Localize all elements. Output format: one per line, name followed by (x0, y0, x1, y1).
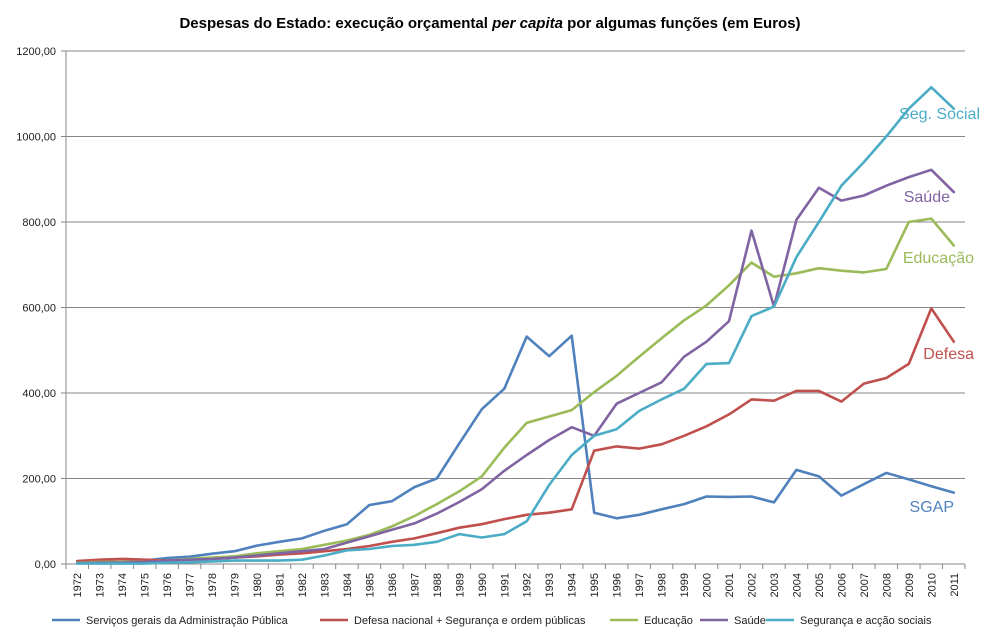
x-tick-label: 1986 (387, 573, 399, 597)
legend-label: Educação (644, 615, 693, 627)
series-end-label: Educação (903, 250, 974, 267)
x-tick-label: 1988 (432, 573, 444, 597)
x-tick-label: 1978 (207, 573, 219, 597)
x-tick-label: 1999 (679, 573, 691, 597)
series-line (75, 217, 956, 565)
x-tick-label: 2006 (836, 573, 848, 597)
chart-title-part: por algumas funções (em Euros) (563, 15, 801, 32)
legend-label: Defesa nacional + Segurança e ordem públ… (354, 615, 586, 627)
y-tick-label: 400,00 (22, 388, 56, 400)
series-lines (75, 86, 956, 565)
series-line (75, 86, 956, 565)
chart-title: Despesas do Estado: execução orçamental … (179, 15, 800, 32)
x-tick-label: 1990 (477, 573, 489, 597)
x-tick-label: 1993 (544, 573, 556, 597)
axes (61, 50, 966, 569)
x-tick-label: 2007 (859, 573, 871, 597)
legend-label: Saúde (734, 615, 766, 627)
legend: Serviços gerais da Administração Pública… (52, 615, 932, 627)
x-tick-label: 1995 (589, 573, 601, 597)
series-line (75, 168, 956, 565)
series-end-label: SGAP (910, 499, 954, 516)
x-tick-label: 1991 (499, 573, 511, 597)
x-tick-label: 1984 (342, 573, 354, 597)
x-tick-labels: 1972 1973 1974 1975 1976 1977 1978 1979 1980 1981… (72, 573, 961, 597)
series-end-label: Seg. Social (899, 106, 980, 123)
x-tick-label: 2003 (769, 573, 781, 597)
y-tick-labels: 0,00 200,00 400,00 600,00 800,00 1000,00 1200,… (16, 46, 56, 571)
series-end-labels: SGAP Defesa Educação Saúde Seg. Social (899, 106, 980, 516)
x-tick-label: 2002 (746, 573, 758, 597)
x-tick-label: 1996 (612, 573, 624, 597)
x-tick-label: 1981 (275, 573, 287, 597)
x-tick-label: 2009 (904, 573, 916, 597)
x-tick-label: 2008 (881, 573, 893, 597)
x-tick-label: 1979 (230, 573, 242, 597)
x-tick-label: 1973 (95, 573, 107, 597)
legend-label: Segurança e acção sociais (800, 615, 932, 627)
gridlines (66, 50, 965, 479)
x-tick-label: 1989 (454, 573, 466, 597)
x-tick-label: 1997 (634, 573, 646, 597)
x-tick-label: 2005 (814, 573, 826, 597)
x-tick-label: 1987 (409, 573, 421, 597)
chart-title-part: per capita (491, 15, 563, 32)
y-tick-label: 1200,00 (16, 46, 56, 58)
x-tick-label: 1975 (140, 573, 152, 597)
x-tick-label: 1972 (72, 573, 84, 597)
chart-title-part: Despesas do Estado: execução orçamental (179, 15, 492, 32)
x-tick-label: 1985 (364, 573, 376, 597)
x-tick-label: 2004 (791, 573, 803, 597)
y-tick-label: 1000,00 (16, 132, 56, 144)
x-tick-label: 1994 (567, 573, 579, 597)
x-tick-label: 1976 (162, 573, 174, 597)
y-tick-label: 800,00 (22, 217, 56, 229)
x-tick-label: 2000 (702, 573, 714, 597)
series-end-label: Defesa (923, 346, 974, 363)
series-end-label: Saúde (904, 189, 950, 206)
x-tick-label: 1974 (117, 573, 129, 597)
x-tick-label: 1980 (252, 573, 264, 597)
legend-label: Serviços gerais da Administração Pública (86, 615, 289, 627)
x-tick-label: 1992 (522, 573, 534, 597)
x-tick-label: 1982 (297, 573, 309, 597)
x-tick-label: 2011 (949, 573, 961, 597)
x-tick-label: 1977 (185, 573, 197, 597)
y-tick-label: 0,00 (35, 559, 56, 571)
x-tick-label: 1983 (319, 573, 331, 597)
y-tick-label: 600,00 (22, 303, 56, 315)
x-tick-label: 2010 (926, 573, 938, 597)
y-tick-label: 200,00 (22, 474, 56, 486)
series-line (75, 334, 956, 564)
x-tick-label: 2001 (724, 573, 736, 597)
x-tick-label: 1998 (657, 573, 669, 597)
